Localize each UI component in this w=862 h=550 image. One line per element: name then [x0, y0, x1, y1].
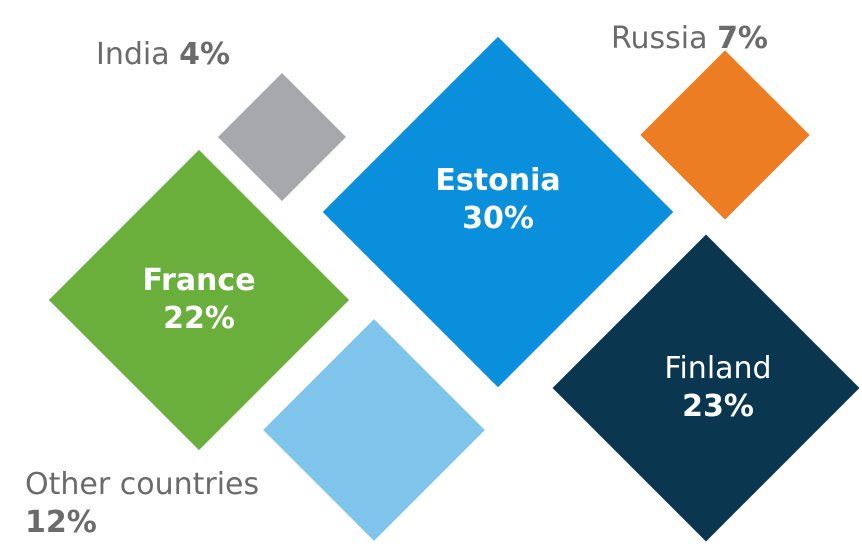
value-label: 22% — [163, 301, 235, 336]
diamond — [552, 234, 860, 542]
diamond-label: Russia 7% — [611, 20, 768, 58]
diamond-label: Other countries 12% — [25, 466, 325, 542]
value-label: 30% — [462, 201, 534, 236]
value-label: 12% — [25, 505, 97, 540]
category-name: France — [142, 263, 256, 298]
category-name: Russia — [611, 21, 708, 56]
value-label: 7% — [717, 21, 768, 56]
category-name: India — [96, 37, 170, 72]
diamond-label: France 22% — [142, 262, 255, 338]
category-name: Other countries — [25, 467, 260, 502]
diamond-label: India 4% — [96, 36, 230, 74]
category-name: Estonia — [435, 163, 561, 198]
diamond — [263, 319, 485, 541]
category-name: Finland — [664, 351, 772, 386]
diamond — [218, 73, 346, 201]
value-label: 4% — [179, 37, 231, 72]
diamond-label: Estonia 30% — [435, 162, 560, 238]
value-label: 23% — [682, 389, 754, 424]
diamond — [640, 50, 810, 220]
diamond — [322, 36, 674, 388]
diamond — [48, 149, 350, 451]
diamond-label: Finland 23% — [664, 350, 771, 426]
